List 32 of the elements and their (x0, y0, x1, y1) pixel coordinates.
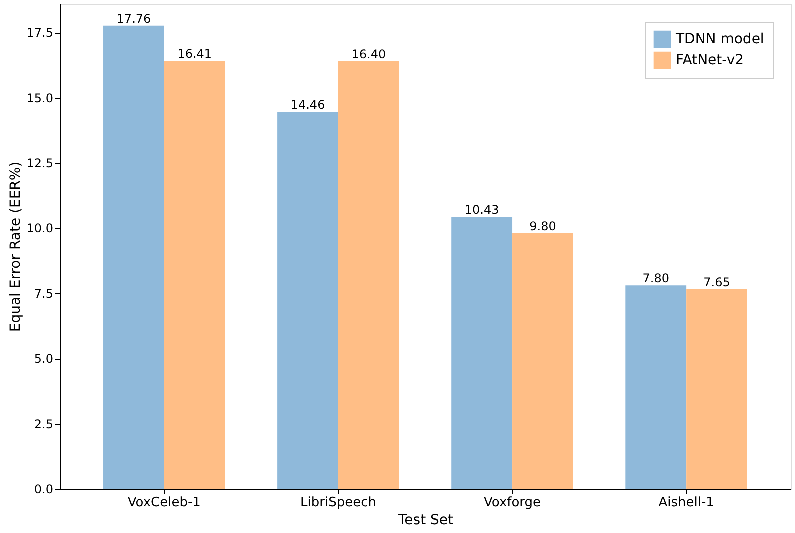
x-axis-title: Test Set (397, 512, 454, 528)
bar (104, 26, 164, 489)
bar (512, 233, 574, 489)
x-tick-label: Aishell-1 (658, 496, 714, 510)
y-tick-label: 12.5 (26, 156, 54, 171)
data-label: 7.80 (642, 272, 670, 286)
y-tick-label: 17.5 (26, 26, 54, 40)
bar (686, 290, 748, 489)
data-label: 17.76 (116, 12, 152, 26)
data-label: 10.43 (464, 203, 500, 218)
y-tick-label: 5.0 (34, 352, 54, 366)
data-label: 16.41 (178, 47, 212, 62)
y-tick-label: 0.0 (34, 482, 54, 496)
bar (164, 61, 226, 489)
bar (452, 217, 513, 489)
x-tick-label: VoxCeleb-1 (128, 496, 201, 510)
data-label: 9.80 (530, 219, 556, 234)
data-label: 14.46 (290, 98, 326, 112)
y-tick-label: 10.0 (26, 222, 54, 236)
bar (626, 286, 687, 489)
bar (278, 112, 338, 489)
y-axis-title: Equal Error Rate (EER%) (8, 162, 24, 332)
x-tick-label: Voxforge (484, 496, 542, 510)
data-label: 7.65 (704, 276, 730, 290)
x-tick-label: LibriSpeech (300, 496, 376, 510)
legend-label: TDNN model (675, 32, 764, 48)
bar (338, 61, 400, 489)
y-tick-label: 2.5 (34, 417, 54, 432)
legend-label: FAtNet-v2 (676, 52, 744, 68)
data-label: 16.40 (352, 47, 386, 62)
y-tick-label: 7.5 (34, 286, 54, 301)
y-tick-label: 15.0 (26, 91, 54, 106)
